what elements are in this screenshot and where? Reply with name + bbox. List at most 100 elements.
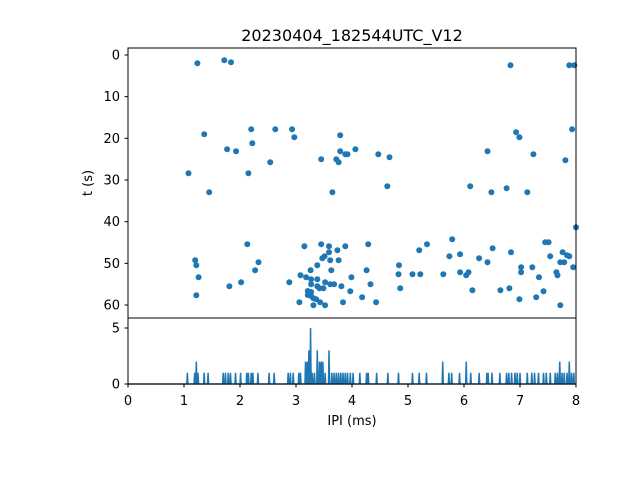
y-tick-label: 30 bbox=[103, 174, 120, 189]
scatter-point bbox=[326, 243, 332, 250]
scatter-point bbox=[449, 236, 456, 243]
scatter-point bbox=[508, 249, 514, 256]
scatter-point bbox=[308, 281, 315, 288]
scatter-point bbox=[245, 170, 252, 177]
scatter-point bbox=[530, 151, 537, 158]
scatter-point bbox=[484, 259, 491, 266]
scatter-point bbox=[301, 243, 308, 250]
y-axis-label: t (s) bbox=[81, 170, 96, 196]
scatter-point bbox=[516, 296, 523, 303]
scatter-point bbox=[529, 264, 536, 271]
scatter-point bbox=[233, 148, 240, 155]
scatter-point bbox=[506, 285, 513, 292]
y-tick-label: 60 bbox=[103, 299, 120, 314]
scatter-point bbox=[244, 241, 251, 248]
scatter-y-ticks: 0 10 20 30 40 50 60 bbox=[103, 49, 128, 314]
scatter-point bbox=[365, 241, 372, 248]
x-tick-label: 7 bbox=[516, 394, 524, 409]
scatter-point bbox=[337, 132, 344, 139]
scatter-point bbox=[386, 154, 393, 161]
y-tick-label: 40 bbox=[103, 215, 120, 230]
scatter-point bbox=[536, 274, 542, 281]
histogram-x-ticks: 0 1 2 3 4 5 6 7 8 bbox=[124, 384, 580, 409]
scatter-point bbox=[559, 249, 566, 256]
scatter-point bbox=[286, 279, 293, 286]
scatter-axes: 0 10 20 30 40 50 60 t (s) bbox=[81, 47, 579, 319]
scatter-point bbox=[518, 264, 525, 271]
scatter-point bbox=[524, 189, 531, 196]
scatter-point bbox=[206, 189, 213, 196]
scatter-point bbox=[469, 287, 476, 294]
scatter-point bbox=[317, 299, 324, 306]
scatter-point bbox=[193, 292, 200, 299]
scatter-point bbox=[224, 146, 231, 153]
scatter-point bbox=[328, 267, 335, 274]
scatter-point bbox=[331, 281, 338, 288]
scatter-point bbox=[337, 148, 344, 155]
scatter-point bbox=[384, 183, 391, 190]
scatter-point bbox=[566, 62, 573, 69]
scatter-point bbox=[348, 274, 355, 281]
scatter-point bbox=[424, 241, 430, 248]
scatter-point bbox=[310, 302, 317, 309]
scatter-point bbox=[193, 262, 200, 269]
scatter-point bbox=[297, 272, 304, 279]
scatter-point bbox=[320, 285, 327, 292]
scatter-point bbox=[185, 170, 192, 177]
scatter-point bbox=[335, 257, 342, 264]
scatter-point bbox=[201, 131, 208, 138]
scatter-point bbox=[344, 151, 351, 158]
scatter-point bbox=[497, 287, 504, 294]
scatter-point bbox=[318, 156, 325, 163]
scatter-point bbox=[540, 288, 547, 295]
scatter-points bbox=[185, 57, 579, 309]
scatter-point bbox=[409, 271, 416, 278]
scatter-point bbox=[489, 245, 496, 252]
scatter-point bbox=[296, 299, 303, 306]
scatter-point bbox=[272, 126, 279, 133]
scatter-point bbox=[255, 259, 262, 266]
hist-y-tick-label: 0 bbox=[112, 378, 120, 393]
scatter-point bbox=[513, 129, 520, 136]
scatter-point bbox=[192, 257, 199, 264]
scatter-point bbox=[238, 279, 245, 286]
scatter-point bbox=[373, 299, 380, 306]
scatter-point bbox=[327, 257, 334, 264]
scatter-point bbox=[221, 57, 228, 64]
scatter-point bbox=[291, 134, 298, 141]
scatter-point bbox=[457, 269, 464, 276]
scatter-point bbox=[554, 272, 561, 279]
scatter-point bbox=[319, 255, 326, 262]
chart-title: 20230404_182544UTC_V12 bbox=[241, 26, 463, 46]
x-tick-label: 5 bbox=[404, 394, 412, 409]
scatter-point bbox=[446, 253, 453, 260]
scatter-point bbox=[334, 247, 341, 254]
scatter-point bbox=[338, 283, 345, 290]
scatter-point bbox=[533, 294, 540, 301]
scatter-point bbox=[561, 259, 568, 266]
y-tick-label: 50 bbox=[103, 257, 120, 272]
scatter-point bbox=[318, 241, 325, 248]
scatter-point bbox=[248, 126, 255, 133]
scatter-point bbox=[562, 157, 569, 164]
scatter-point bbox=[194, 60, 201, 67]
scatter-point bbox=[507, 62, 514, 69]
scatter-point bbox=[352, 146, 359, 153]
x-tick-label: 0 bbox=[124, 394, 132, 409]
scatter-point bbox=[547, 253, 554, 260]
scatter-point bbox=[195, 274, 202, 281]
scatter-point bbox=[440, 271, 447, 278]
histogram-axes-frame bbox=[127, 317, 577, 385]
scatter-point bbox=[488, 189, 495, 196]
scatter-point bbox=[359, 294, 366, 301]
scatter-point bbox=[570, 264, 577, 271]
scatter-point bbox=[308, 276, 315, 283]
x-tick-label: 8 bbox=[572, 394, 580, 409]
scatter-point bbox=[314, 276, 321, 283]
x-tick-label: 2 bbox=[236, 394, 244, 409]
scatter-point bbox=[397, 285, 404, 292]
scatter-point bbox=[347, 288, 354, 295]
scatter-point bbox=[516, 134, 523, 141]
